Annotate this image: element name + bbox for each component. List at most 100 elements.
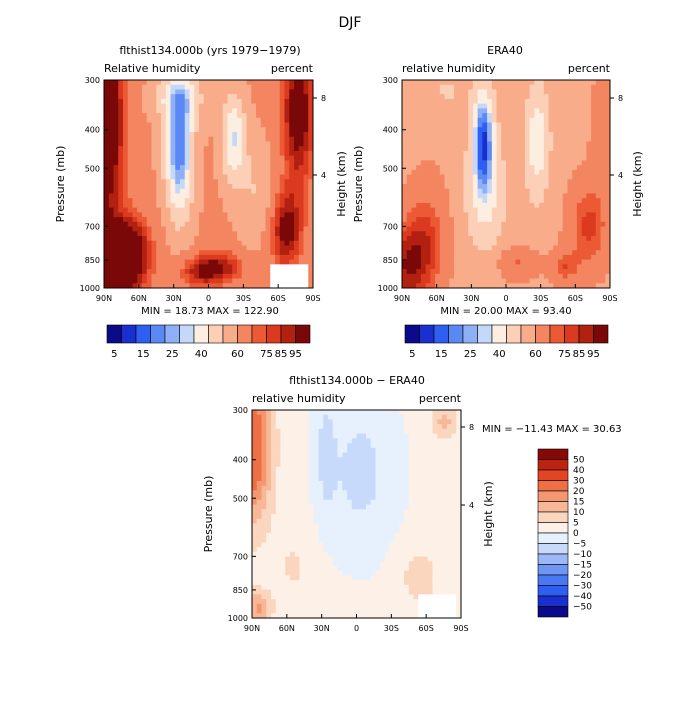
panel-model-cell	[237, 227, 242, 232]
panel-diff-cell	[262, 424, 267, 429]
panel-model-colorbar-label: 75	[260, 349, 273, 360]
panel-diff-cell	[304, 415, 309, 420]
panel-era40-cell	[525, 236, 530, 241]
panel-model-cell	[171, 137, 176, 142]
panel-diff-cell	[323, 471, 328, 476]
panel-diff-cell	[342, 486, 347, 491]
panel-model-cell	[228, 141, 233, 146]
panel-era40-cell	[445, 127, 450, 132]
panel-diff-cell	[281, 438, 286, 443]
panel-diff-cell	[409, 443, 414, 448]
panel-era40-cell	[435, 241, 440, 246]
panel-era40-cell	[572, 227, 577, 232]
panel-era40-cell	[586, 217, 591, 222]
panel-diff-cell	[319, 443, 324, 448]
panel-model-cell	[104, 279, 109, 284]
panel-diff-cell	[428, 476, 433, 481]
panel-era40-cell	[544, 108, 549, 113]
panel-model-cell	[104, 137, 109, 142]
panel-model-cell	[304, 137, 309, 142]
panel-era40-cell	[473, 156, 478, 161]
panel-model-cell	[228, 255, 233, 260]
panel-diff-cell	[371, 467, 376, 472]
panel-model-cell	[294, 217, 299, 222]
panel-diff-cell	[342, 495, 347, 500]
panel-model-cell	[266, 203, 271, 208]
panel-model-cell	[199, 108, 204, 113]
panel-model-cell	[204, 189, 209, 194]
panel-era40-cell	[539, 80, 544, 85]
panel-diff-subtitle-left: relative humidity	[252, 392, 346, 405]
panel-model-cell	[285, 137, 290, 142]
panel-model-cell	[266, 94, 271, 99]
panel-era40-cell	[563, 241, 568, 246]
panel-model-cell	[142, 85, 147, 90]
panel-era40-cell	[558, 222, 563, 227]
panel-era40-cell	[525, 89, 530, 94]
panel-model-cell	[247, 203, 252, 208]
panel-era40-cell	[596, 189, 601, 194]
panel-era40-cell	[402, 94, 407, 99]
panel-era40-cell	[407, 151, 412, 156]
panel-model-cell	[275, 80, 280, 85]
panel-era40-cell	[530, 269, 535, 274]
panel-era40-cell	[567, 274, 572, 279]
panel-era40-cell	[534, 231, 539, 236]
panel-era40-cell	[411, 222, 416, 227]
panel-model-cell	[294, 160, 299, 165]
panel-era40-cell	[492, 264, 497, 269]
panel-diff-cell	[423, 438, 428, 443]
panel-model-cell	[270, 217, 275, 222]
panel-model-cell	[218, 179, 223, 184]
panel-model-cell	[156, 208, 161, 213]
panel-model-cell	[118, 99, 123, 104]
panel-model-cell	[228, 175, 233, 180]
panel-model-cell	[294, 255, 299, 260]
panel-model-cell	[275, 236, 280, 241]
panel-diff-cell	[404, 443, 409, 448]
panel-era40-cell	[445, 227, 450, 232]
panel-model-cell	[194, 222, 199, 227]
panel-model-cell	[242, 179, 247, 184]
panel-model-cell	[223, 208, 228, 213]
panel-model-cell	[275, 170, 280, 175]
panel-model-cell	[256, 260, 261, 265]
panel-model-cell	[270, 175, 275, 180]
panel-model-cell	[294, 189, 299, 194]
panel-era40-cell	[520, 212, 525, 217]
panel-era40-cell	[501, 269, 506, 274]
panel-diff-cell	[290, 490, 295, 495]
panel-model-cell	[289, 279, 294, 284]
panel-model-cell	[275, 118, 280, 123]
panel-era40-cell	[582, 274, 587, 279]
panel-era40-cell	[440, 279, 445, 284]
panel-model-cell	[194, 198, 199, 203]
panel-model-cell	[118, 231, 123, 236]
panel-era40-cell	[572, 189, 577, 194]
panel-diff-cell	[333, 448, 338, 453]
panel-model-cell	[152, 269, 157, 274]
panel-era40-cell	[402, 113, 407, 118]
panel-diff-cell	[433, 410, 438, 415]
panel-model-cell	[128, 99, 133, 104]
panel-era40-cell	[463, 203, 468, 208]
panel-era40-cell	[506, 212, 511, 217]
panel-model-cell	[185, 127, 190, 132]
panel-model-cell	[204, 231, 209, 236]
panel-era40-cell	[582, 189, 587, 194]
panel-diff-cell	[309, 490, 314, 495]
panel-diff-cell	[314, 429, 319, 434]
panel-model-cell	[223, 227, 228, 232]
panel-era40-cell	[567, 236, 572, 241]
panel-model-cell	[289, 113, 294, 118]
panel-model-cell	[232, 146, 237, 151]
panel-era40-cell	[577, 89, 582, 94]
panel-diff-cell	[376, 509, 381, 514]
panel-model-cell	[142, 217, 147, 222]
panel-era40-cell	[449, 231, 454, 236]
panel-model-cell	[199, 269, 204, 274]
panel-era40-cell	[445, 132, 450, 137]
panel-model-cell	[118, 245, 123, 250]
panel-model-cell	[147, 212, 152, 217]
panel-era40-cell	[416, 156, 421, 161]
